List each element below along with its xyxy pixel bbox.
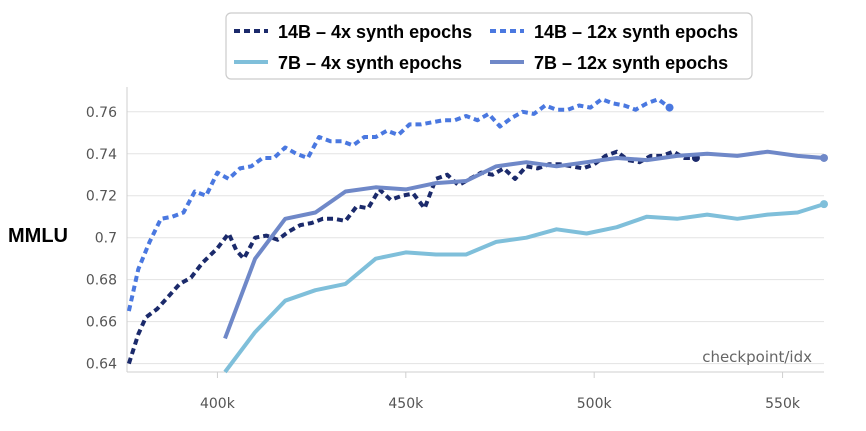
- x-tick-label: 550k: [765, 396, 801, 412]
- y-axis-label: MMLU: [8, 225, 68, 247]
- y-tick-label: 0.68: [86, 273, 117, 289]
- legend-label-7b-12x: 7B – 12x synth epochs: [534, 53, 728, 73]
- series-line-3: [223, 149, 825, 340]
- series-lines: [126, 97, 828, 374]
- y-tick-label: 0.72: [86, 189, 117, 205]
- series-line-1: [126, 97, 671, 312]
- series-end-point-1: [665, 103, 674, 112]
- y-tick-label: 0.74: [86, 147, 117, 163]
- legend-label-7b-4x: 7B – 4x synth epochs: [278, 53, 462, 73]
- legend-label-14b-4x: 14B – 4x synth epochs: [278, 22, 472, 42]
- series-line-0: [126, 149, 696, 365]
- x-axis-label: checkpoint/idx: [702, 348, 812, 366]
- series-end-point-2: [820, 200, 828, 209]
- axes: 0.64 0.66 0.68 0.7 0.72 0.74 0.76 400k 450k 500k 5…: [86, 87, 824, 412]
- x-tick-label: 450k: [388, 396, 424, 412]
- legend-box: [225, 12, 753, 80]
- legend: 14B – 4x synth epochs 14B – 12x synth ep…: [225, 12, 753, 80]
- series-end-point-3: [820, 153, 828, 162]
- x-tick-label: 500k: [577, 396, 613, 412]
- y-tick-label: 0.66: [86, 315, 117, 331]
- gridlines: [127, 111, 824, 365]
- y-tick-label: 0.76: [86, 105, 117, 121]
- series-line-2: [223, 202, 825, 374]
- y-tick-label: 0.64: [86, 357, 117, 373]
- legend-label-14b-12x: 14B – 12x synth epochs: [534, 22, 738, 42]
- x-tick-label: 400k: [200, 396, 236, 412]
- y-tick-label: 0.7: [95, 231, 117, 247]
